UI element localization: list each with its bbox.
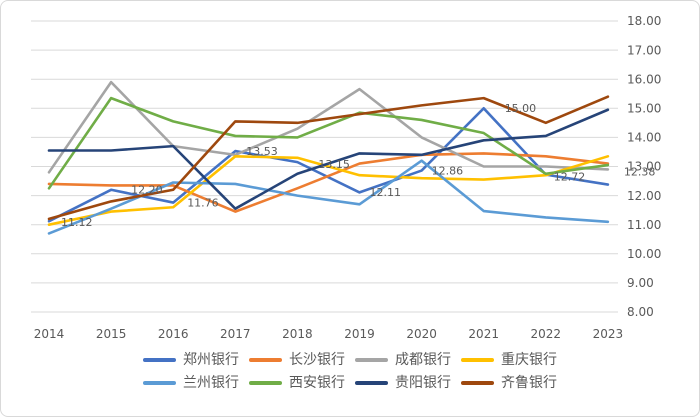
legend-swatch: [249, 358, 282, 362]
legend-swatch: [355, 358, 388, 362]
legend-swatch: [143, 381, 176, 385]
legend-item-6: 贵阳银行: [355, 376, 451, 390]
legend-swatch: [143, 358, 176, 362]
legend-row-0: 郑州银行 长沙银行 成都银行 重庆银行: [138, 349, 562, 371]
x-tick-label: 2016: [158, 327, 189, 341]
legend-item-2: 成都银行: [355, 353, 451, 367]
data-label: 11.12: [61, 216, 93, 229]
y-tick-label: 11.00: [627, 218, 661, 232]
y-tick-label: 18.00: [627, 14, 661, 28]
x-tick-label: 2018: [282, 327, 313, 341]
y-tick-label: 16.00: [627, 72, 661, 86]
data-label: 11.76: [187, 196, 219, 209]
x-tick-label: 2021: [468, 327, 499, 341]
data-label: 13.53: [246, 145, 277, 158]
chart-legend: 郑州银行 长沙银行 成都银行 重庆银行兰州银行 西安银行 贵阳银行 齐鲁银行: [1, 349, 699, 394]
legend-item-3: 重庆银行: [461, 353, 557, 367]
legend-label: 重庆银行: [501, 352, 557, 368]
x-tick-label: 2023: [593, 327, 624, 341]
legend-label: 齐鲁银行: [501, 375, 557, 391]
x-tick-label: 2022: [531, 327, 562, 341]
legend-label: 兰州银行: [183, 375, 239, 391]
legend-label: 郑州银行: [183, 352, 239, 368]
data-label: 12.38: [624, 165, 656, 178]
y-tick-label: 9.00: [627, 276, 654, 290]
y-tick-label: 13.00: [627, 160, 661, 174]
data-label: 13.15: [318, 158, 350, 171]
legend-swatch: [461, 358, 494, 362]
legend-swatch: [355, 381, 388, 385]
legend-label: 贵阳银行: [395, 375, 451, 391]
series-line-2: [47, 80, 610, 174]
data-label: 15.00: [505, 102, 537, 115]
x-tick-label: 2020: [406, 327, 437, 341]
legend-swatch: [249, 381, 282, 385]
legend-row-1: 兰州银行 西安银行 贵阳银行 齐鲁银行: [138, 372, 562, 394]
legend-label: 成都银行: [395, 352, 451, 368]
data-label: 12.72: [554, 170, 586, 183]
legend-item-7: 齐鲁银行: [461, 376, 557, 390]
x-tick-label: 2019: [344, 327, 375, 341]
y-tick-label: 10.00: [627, 247, 661, 261]
series-line-3: [47, 155, 610, 226]
legend-label: 西安银行: [289, 375, 345, 391]
legend-item-5: 西安银行: [249, 376, 345, 390]
data-label: 12.86: [432, 164, 464, 177]
data-label: 12.20: [131, 184, 163, 197]
y-tick-label: 14.00: [627, 131, 661, 145]
x-tick-label: 2017: [220, 327, 251, 341]
legend-item-0: 郑州银行: [143, 353, 239, 367]
y-tick-label: 8.00: [627, 305, 654, 319]
data-label: 12.11: [370, 186, 402, 199]
y-tick-label: 12.00: [627, 189, 661, 203]
y-tick-label: 17.00: [627, 43, 661, 57]
series-line-6: [47, 108, 610, 210]
x-tick-label: 2015: [96, 327, 127, 341]
series-line-7: [47, 95, 610, 221]
series-line-5: [47, 96, 610, 190]
legend-item-4: 兰州银行: [143, 376, 239, 390]
legend-item-1: 长沙银行: [249, 353, 345, 367]
x-tick-label: 2014: [34, 327, 65, 341]
legend-label: 长沙银行: [289, 352, 345, 368]
legend-swatch: [461, 381, 494, 385]
y-tick-label: 15.00: [627, 102, 661, 116]
